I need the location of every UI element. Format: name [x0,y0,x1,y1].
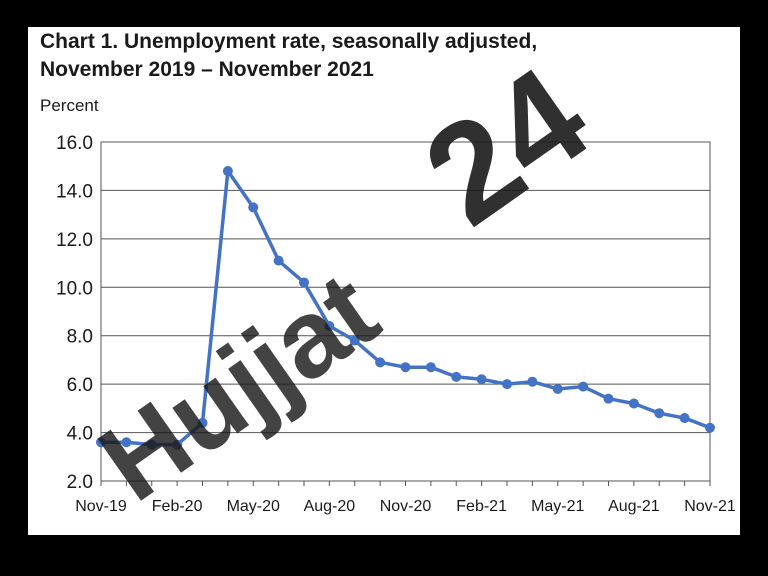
data-point [527,376,538,387]
data-point [375,357,386,368]
x-tick-label: Feb-21 [456,498,507,515]
data-point [172,439,183,450]
data-point [324,321,335,332]
data-point [476,374,487,385]
x-tick-label: Aug-21 [608,498,660,515]
data-point [248,202,259,213]
data-point [299,277,309,288]
watermark-text: Hujjat [78,249,399,525]
watermark-number: 24 [397,37,615,255]
data-point [222,166,233,177]
x-tick-label: Nov-19 [75,498,127,515]
data-point [628,398,639,409]
data-point [654,408,665,419]
x-tick-label: Nov-21 [684,498,736,515]
x-tick-label: May-21 [531,498,584,515]
data-point [146,439,157,450]
x-tick-label: Aug-20 [304,498,356,515]
data-point [96,437,106,448]
data-point [273,255,284,266]
y-tick-label: 10.0 [56,278,93,299]
y-tick-label: 14.0 [56,181,93,202]
data-point [578,381,589,392]
y-tick-label: 8.0 [67,327,93,348]
data-point [552,383,563,394]
x-tick-label: Feb-20 [152,498,203,515]
chart-title: Chart 1. Unemployment rate, seasonally a… [40,30,538,53]
y-tick-label: 6.0 [67,375,93,396]
y-axis-label: Percent [40,96,99,115]
data-point [502,379,512,390]
data-point [451,371,462,382]
data-point [197,417,208,428]
y-tick-label: 2.0 [67,472,93,493]
data-point [705,422,715,433]
chart-background [28,27,740,535]
y-tick-label: 16.0 [56,133,93,154]
data-point [679,413,690,424]
y-tick-label: 12.0 [56,230,93,251]
y-tick-label: 4.0 [67,424,93,445]
data-point [603,393,614,404]
data-point [121,437,132,448]
data-point [400,362,411,373]
data-point [425,362,436,373]
data-point [349,335,360,346]
x-tick-label: May-20 [227,498,280,515]
chart-subtitle: November 2019 – November 2021 [40,58,374,81]
x-tick-label: Nov-20 [380,498,432,515]
